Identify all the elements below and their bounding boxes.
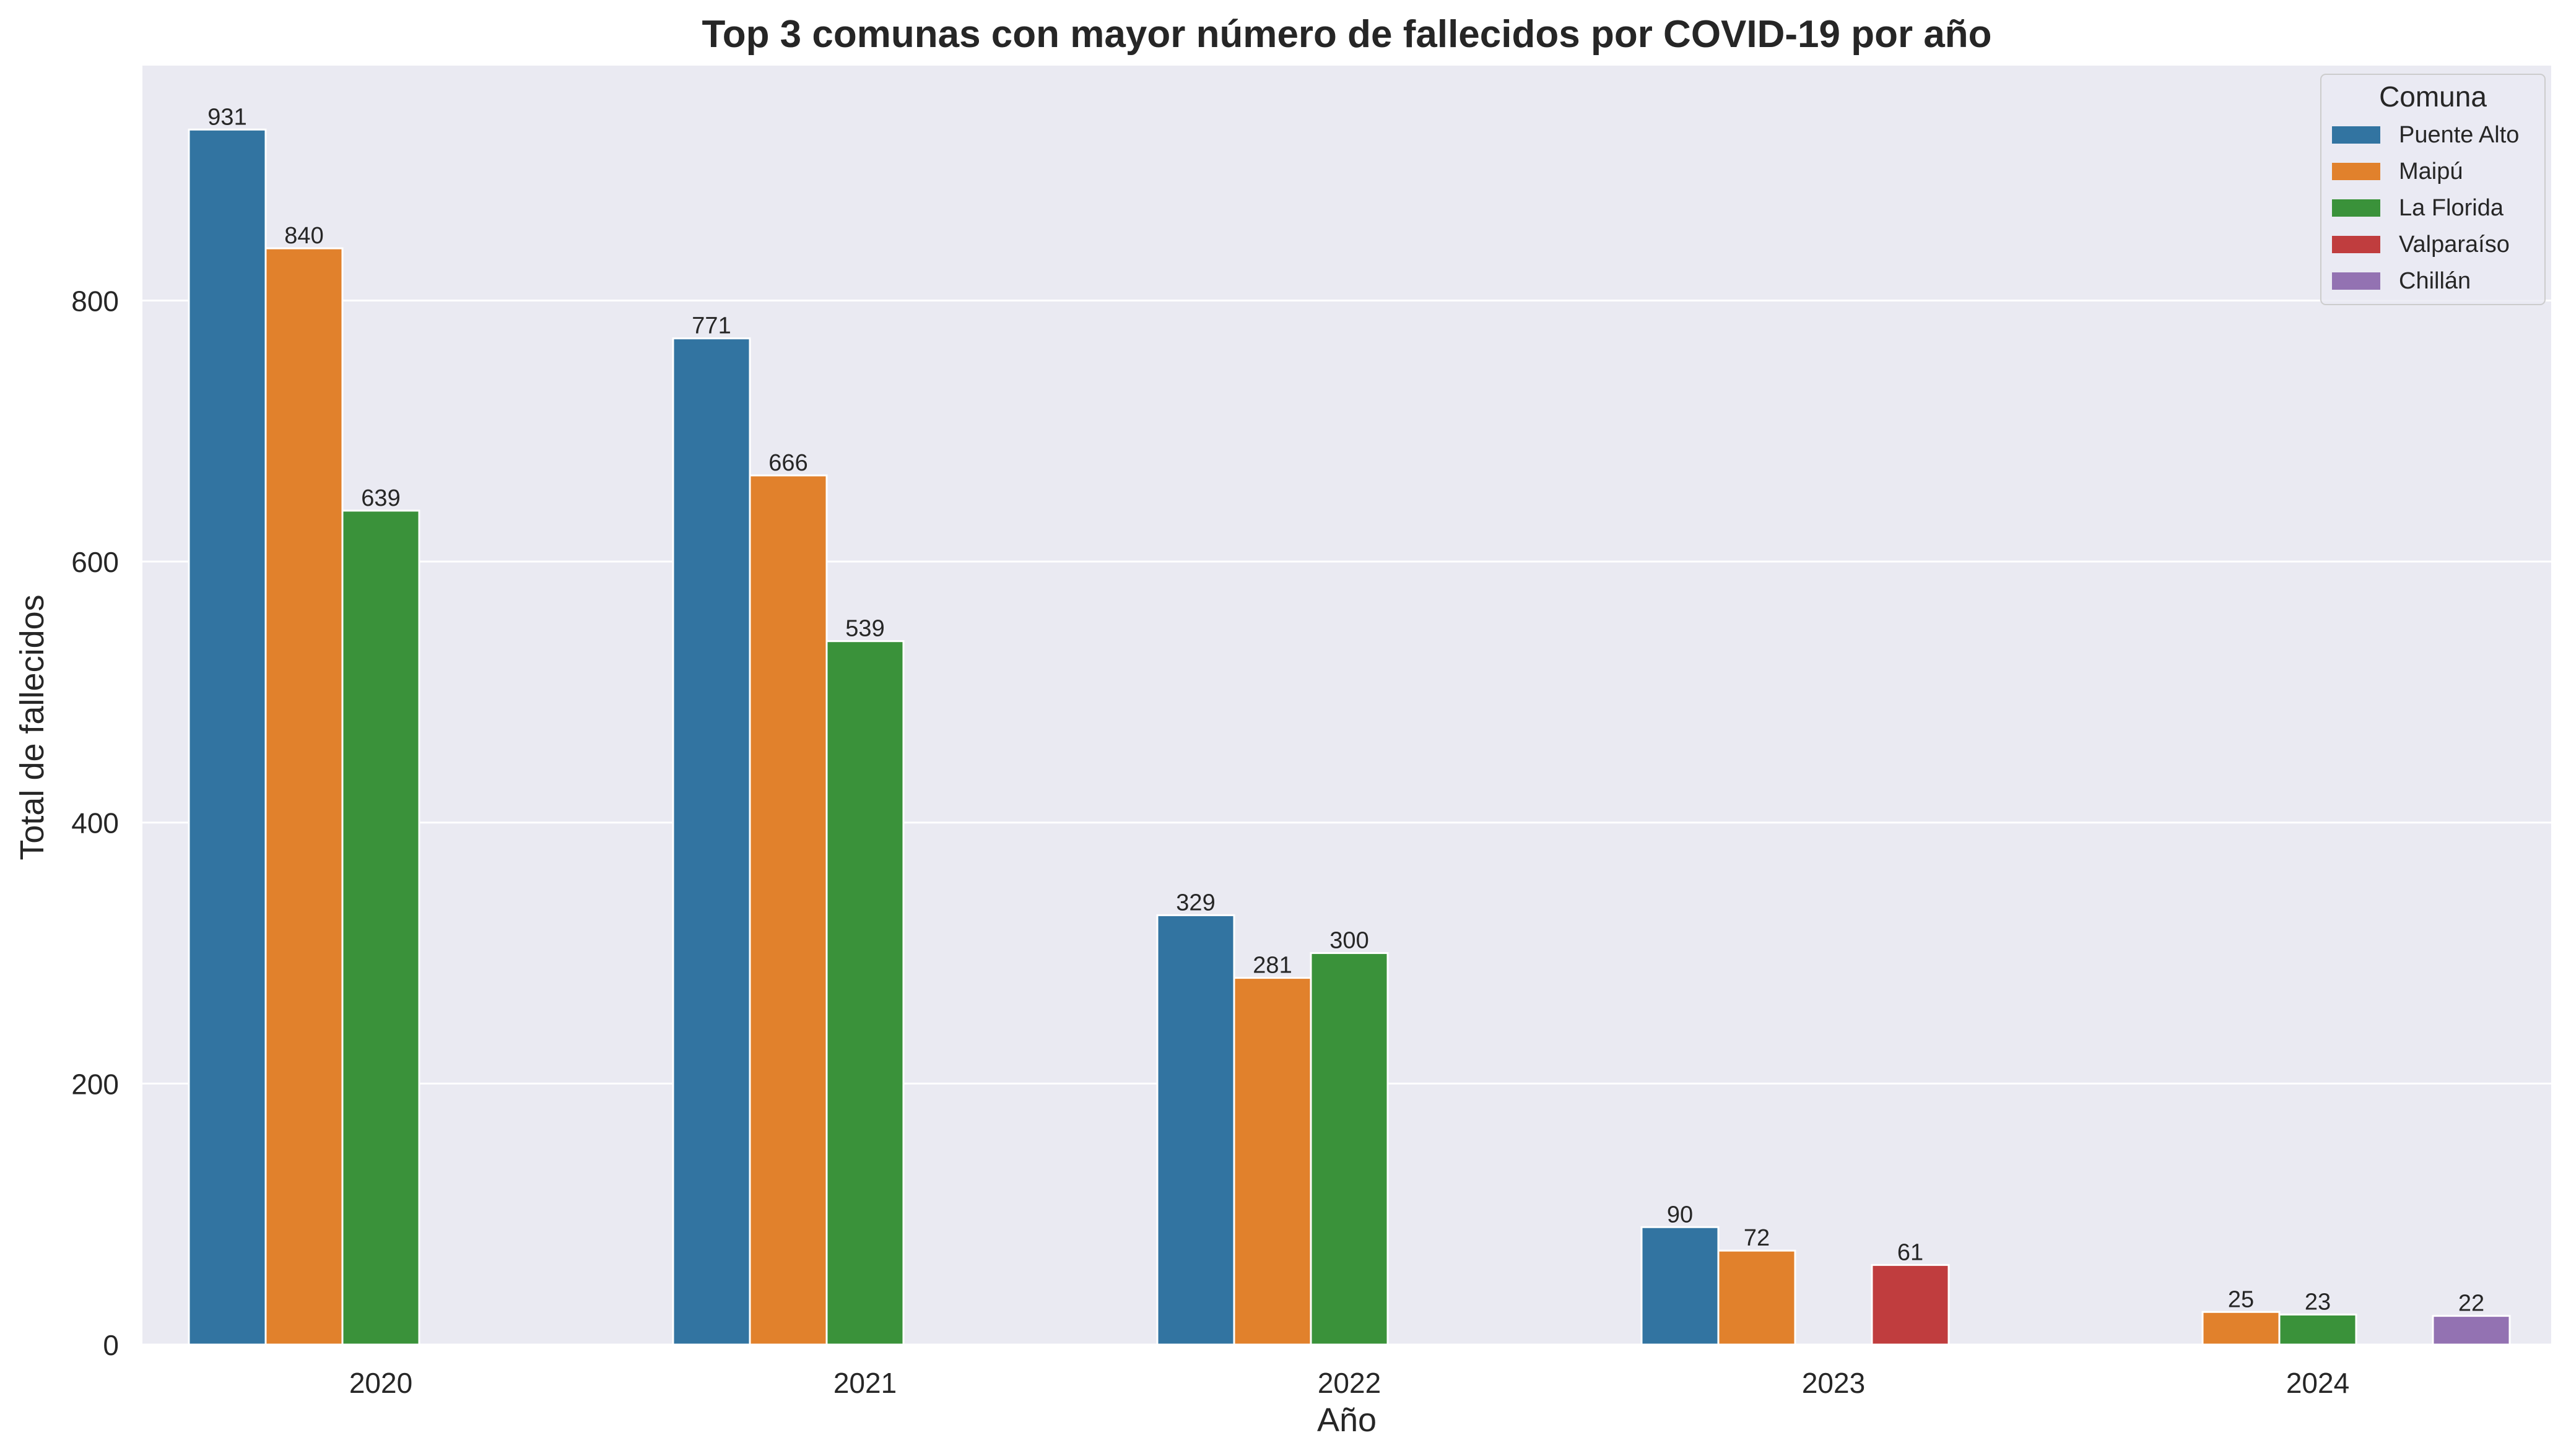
bar-puente-alto-2023 xyxy=(1640,1226,1720,1346)
y-axis-label: Total de fallecidos xyxy=(14,594,51,860)
bar-maip--2024 xyxy=(2201,1311,2281,1346)
bar-value-label: 329 xyxy=(1176,890,1215,916)
x-tick-label: 2023 xyxy=(1802,1367,1865,1399)
bars xyxy=(188,128,2511,1346)
bar-value-label: 61 xyxy=(1897,1239,1923,1265)
bar-value-label: 931 xyxy=(207,104,246,130)
x-tick-label: 2021 xyxy=(833,1367,897,1399)
bar-value-label: 281 xyxy=(1253,953,1292,979)
bar-la-florida-2021 xyxy=(825,640,905,1346)
bar-maip--2023 xyxy=(1717,1249,1796,1346)
bar-value-label: 72 xyxy=(1744,1225,1770,1251)
y-tick-label: 0 xyxy=(103,1329,119,1361)
y-axis-ticks: 0 200 400 600 800 xyxy=(71,285,119,1361)
legend: Comuna Puente Alto Maipú La Florida Valparaí… xyxy=(2320,74,2546,305)
chart-title: Top 3 comunas con mayor número de fallec… xyxy=(702,13,1991,56)
bar-value-label: 639 xyxy=(361,485,400,511)
bar-puente-alto-2020 xyxy=(188,128,267,1346)
legend-title: Comuna xyxy=(2379,80,2487,113)
y-tick-label: 400 xyxy=(71,807,119,839)
bar-value-labels: 931 840 639 771 666 539 329 281 300 90 72 61 25 23 22 xyxy=(207,104,2484,1316)
bar-valpara-so-2023 xyxy=(1871,1263,1950,1346)
bar-chill-n-2024 xyxy=(2432,1315,2511,1346)
bar-value-label: 539 xyxy=(845,616,884,642)
x-tick-label: 2020 xyxy=(349,1367,412,1399)
bar-la-florida-2022 xyxy=(1310,952,1389,1346)
bar-la-florida-2024 xyxy=(2278,1314,2357,1346)
bar-value-label: 771 xyxy=(692,313,731,339)
legend-swatch xyxy=(2332,126,2380,144)
bar-value-label: 25 xyxy=(2228,1286,2254,1312)
bar-value-label: 23 xyxy=(2305,1289,2331,1315)
legend-swatch xyxy=(2332,236,2380,253)
bar-maip--2022 xyxy=(1233,977,1312,1346)
legend-entry: Puente Alto xyxy=(2399,122,2519,148)
x-axis-label: Año xyxy=(1317,1402,1377,1439)
bar-maip--2020 xyxy=(264,247,344,1346)
y-tick-label: 600 xyxy=(71,546,119,578)
bar-la-florida-2020 xyxy=(341,509,420,1346)
x-tick-label: 2022 xyxy=(1318,1367,1381,1399)
legend-swatch xyxy=(2332,199,2380,217)
x-axis-ticks: 2020 2021 2022 2023 2024 xyxy=(349,1367,2349,1399)
bar-puente-alto-2021 xyxy=(672,337,751,1346)
y-tick-label: 200 xyxy=(71,1068,119,1100)
bar-value-label: 300 xyxy=(1329,928,1368,954)
legend-entry: La Florida xyxy=(2399,195,2504,221)
legend-entry: Maipú xyxy=(2399,158,2463,184)
legend-entry: Valparaíso xyxy=(2399,232,2510,258)
legend-swatch xyxy=(2332,163,2380,180)
bar-value-label: 22 xyxy=(2458,1291,2484,1317)
legend-entry: Chillán xyxy=(2399,268,2471,294)
bar-maip--2021 xyxy=(749,474,828,1346)
legend-swatch xyxy=(2332,272,2380,290)
y-tick-label: 800 xyxy=(71,285,119,317)
bar-puente-alto-2022 xyxy=(1156,914,1235,1346)
bar-value-label: 840 xyxy=(284,223,323,249)
bar-value-label: 90 xyxy=(1667,1202,1693,1228)
bar-value-label: 666 xyxy=(768,450,807,476)
x-tick-label: 2024 xyxy=(2286,1367,2349,1399)
